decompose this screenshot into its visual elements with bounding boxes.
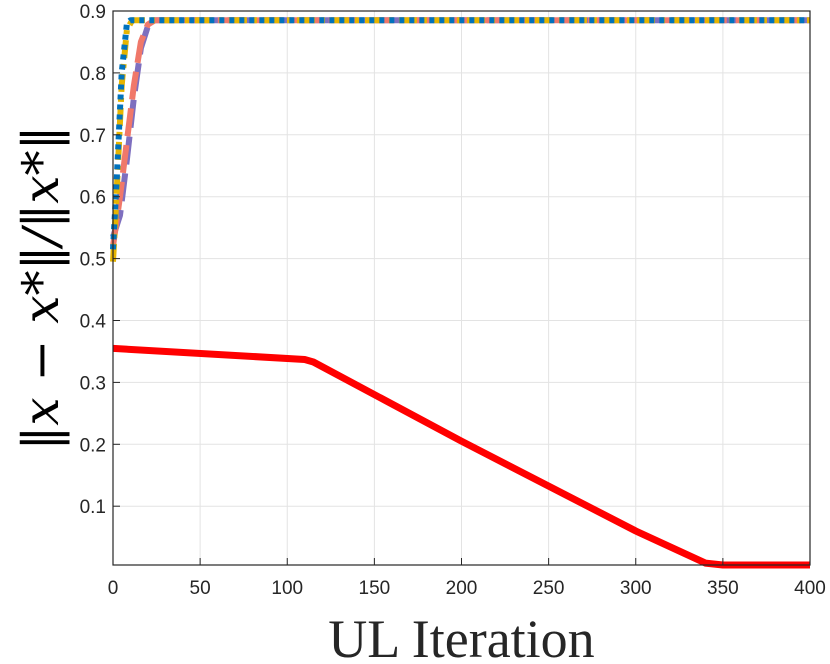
x-tick-label: 100 <box>271 578 303 599</box>
x-tick-label: 200 <box>446 578 478 599</box>
x-tick-label: 0 <box>108 578 119 599</box>
x-tick-label: 250 <box>533 578 565 599</box>
x-tick-label: 400 <box>794 578 826 599</box>
x-tick-label: 150 <box>359 578 391 599</box>
y-tick-label: 0.4 <box>80 311 107 332</box>
y-tick-label: 0.2 <box>80 435 106 456</box>
x-tick-label: 50 <box>190 578 211 599</box>
y-ticks: 0.1 0.2 0.3 0.4 0.5 0.6 0.7 0.8 0.9 <box>80 2 120 518</box>
y-tick-label: 0.1 <box>80 497 106 518</box>
y-tick-label: 0.5 <box>80 250 106 271</box>
y-tick-label: 0.3 <box>80 373 106 394</box>
y-tick-label: 0.8 <box>80 64 106 85</box>
y-tick-label: 0.6 <box>80 188 106 209</box>
x-tick-label: 350 <box>707 578 739 599</box>
x-axis-label: UL Iteration <box>328 609 594 664</box>
series-5-line <box>110 17 810 250</box>
grid <box>112 10 811 565</box>
x-tick-label: 300 <box>620 578 652 599</box>
y-tick-label: 0.9 <box>80 2 106 23</box>
y-axis-label: ‖x − x*‖/‖x*‖ <box>12 125 70 450</box>
y-tick-label: 0.7 <box>80 126 106 147</box>
x-ticks: 0 50 100 150 200 250 300 350 400 <box>108 558 826 599</box>
